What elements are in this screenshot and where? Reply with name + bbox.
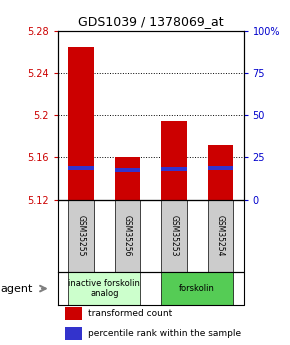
Bar <box>68 47 94 199</box>
Text: GSM35254: GSM35254 <box>216 215 225 256</box>
Bar <box>68 166 94 170</box>
Bar <box>208 145 233 199</box>
Bar <box>161 199 187 272</box>
Bar <box>115 168 140 172</box>
Bar <box>68 272 140 305</box>
Bar <box>161 120 187 199</box>
Text: GSM35255: GSM35255 <box>77 215 86 256</box>
Bar <box>66 327 82 340</box>
Bar <box>115 157 140 199</box>
Bar <box>161 272 233 305</box>
Bar <box>208 199 233 272</box>
Text: GSM35253: GSM35253 <box>169 215 179 256</box>
Text: inactive forskolin
analog: inactive forskolin analog <box>68 279 140 298</box>
Text: GSM35256: GSM35256 <box>123 215 132 256</box>
Bar <box>68 199 94 272</box>
Title: GDS1039 / 1378069_at: GDS1039 / 1378069_at <box>78 16 224 29</box>
Bar <box>115 199 140 272</box>
Bar <box>66 307 82 320</box>
Text: agent: agent <box>1 284 33 294</box>
Text: transformed count: transformed count <box>88 309 172 318</box>
Bar <box>161 167 187 171</box>
Text: percentile rank within the sample: percentile rank within the sample <box>88 329 241 338</box>
Bar <box>208 166 233 170</box>
Text: forskolin: forskolin <box>179 284 215 293</box>
